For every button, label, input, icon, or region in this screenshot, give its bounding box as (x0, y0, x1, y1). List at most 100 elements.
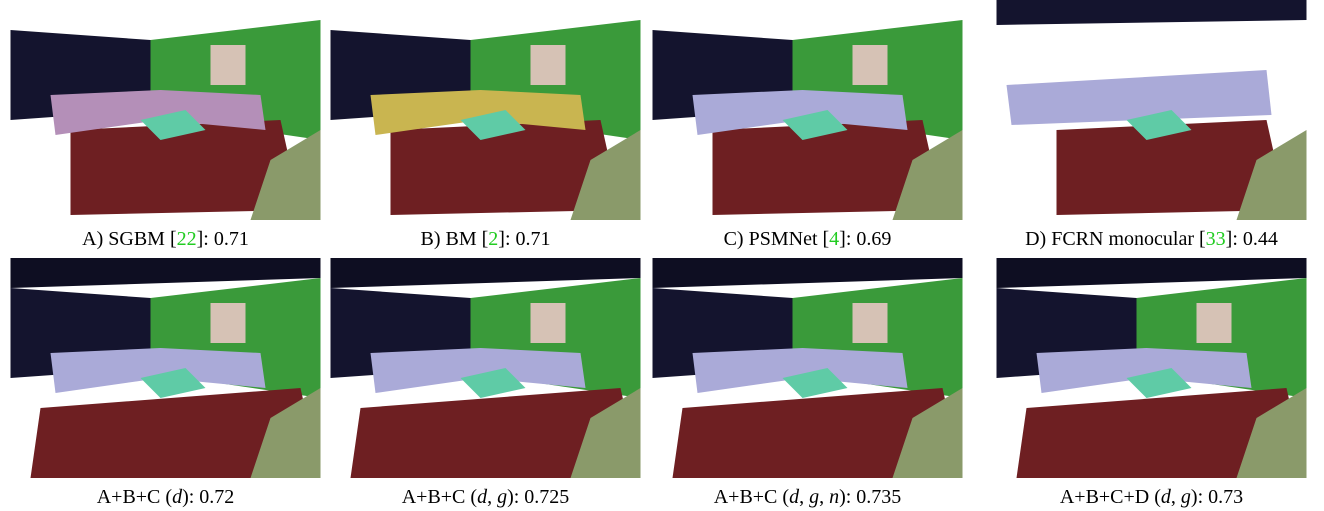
caption-cite: 4 (829, 228, 840, 250)
panel: D) FCRN monocular [33]: 0.44 (994, 0, 1309, 251)
caption-plain: ]: 0.44 (1225, 228, 1278, 250)
sofa (50, 348, 266, 393)
caption: A+B+C+D (d, g): 0.73 (994, 486, 1309, 509)
caption-plain: ): 0.735 (839, 486, 902, 508)
floor (712, 120, 943, 215)
floor (1056, 120, 1287, 215)
caption-plain: ): 0.72 (182, 486, 235, 508)
reconstruction (996, 258, 1307, 478)
caption-plain: , (1170, 486, 1181, 508)
caption-var: d (172, 486, 183, 508)
caption-plain: , (487, 486, 498, 508)
reconstruction (996, 0, 1307, 220)
caption-cite: 22 (176, 228, 197, 250)
reconstruction (330, 258, 641, 478)
panel: A+B+C (d, g): 0.725 (328, 258, 643, 509)
panel: A+B+C+D (d, g): 0.73 (994, 258, 1309, 509)
caption-plain: ): 0.73 (1190, 486, 1244, 508)
picture (852, 303, 888, 343)
caption-var: d (1160, 486, 1171, 508)
caption: D) FCRN monocular [33]: 0.44 (994, 228, 1309, 251)
cushion (1126, 110, 1192, 140)
panel: A) SGBM [22]: 0.71 (8, 0, 323, 251)
ceiling (652, 258, 963, 288)
plant (570, 130, 641, 220)
caption-plain: ]: 0.71 (498, 228, 551, 250)
reconstruction (652, 20, 963, 220)
panel: C) PSMNet [4]: 0.69 (650, 0, 965, 251)
caption: A) SGBM [22]: 0.71 (8, 228, 323, 251)
floor (1016, 388, 1307, 478)
caption-var: n (829, 486, 840, 508)
caption-plain: A+B+C+D ( (1059, 486, 1161, 508)
cushion (782, 368, 848, 398)
caption: A+B+C (d, g): 0.725 (328, 486, 643, 509)
floor (672, 388, 963, 478)
caption-plain: C) PSMNet [ (723, 228, 830, 250)
caption: A+B+C (d, g, n): 0.735 (650, 486, 965, 509)
caption-cite: 33 (1205, 228, 1226, 250)
sofa (1006, 70, 1272, 125)
caption-plain: A+B+C ( (96, 486, 173, 508)
panel: B) BM [2]: 0.71 (328, 0, 643, 251)
picture (852, 45, 888, 85)
sofa (50, 90, 266, 135)
reconstruction (10, 20, 321, 220)
cushion (782, 110, 848, 140)
panel: A+B+C (d, g, n): 0.735 (650, 258, 965, 509)
floor (70, 120, 301, 215)
plant (1236, 130, 1307, 220)
plant (570, 388, 641, 478)
picture (210, 303, 246, 343)
caption-plain: A) SGBM [ (82, 228, 177, 250)
sofa (692, 348, 908, 393)
ceiling (996, 258, 1307, 288)
picture (530, 303, 566, 343)
caption-plain: , (799, 486, 810, 508)
reconstruction (10, 258, 321, 478)
caption-plain: ]: 0.71 (196, 228, 249, 250)
sofa (370, 90, 586, 135)
reconstruction (652, 258, 963, 478)
caption-plain: ): 0.725 (507, 486, 570, 508)
ceiling (330, 258, 641, 288)
plant (1236, 388, 1307, 478)
sofa (692, 90, 908, 135)
caption-plain: A+B+C ( (401, 486, 478, 508)
caption: B) BM [2]: 0.71 (328, 228, 643, 251)
sofa (1036, 348, 1252, 393)
ceiling (996, 0, 1307, 25)
floor (30, 388, 321, 478)
cushion (1126, 368, 1192, 398)
plant (892, 130, 963, 220)
caption-plain: D) FCRN monocular [ (1025, 228, 1206, 250)
floor (390, 120, 621, 215)
cushion (140, 110, 206, 140)
panel: A+B+C (d): 0.72 (8, 258, 323, 509)
caption-var: g (1180, 486, 1191, 508)
caption-var: d (477, 486, 488, 508)
caption-var: g (809, 486, 820, 508)
reconstruction (330, 20, 641, 220)
picture (1196, 303, 1232, 343)
caption-plain: A+B+C ( (713, 486, 790, 508)
picture (530, 45, 566, 85)
plant (250, 130, 321, 220)
caption-plain: ]: 0.69 (839, 228, 892, 250)
floor (350, 388, 641, 478)
cushion (460, 368, 526, 398)
caption-var: d (789, 486, 800, 508)
ceiling (10, 258, 321, 288)
plant (892, 388, 963, 478)
plant (250, 388, 321, 478)
sofa (370, 348, 586, 393)
caption-plain: B) BM [ (420, 228, 489, 250)
caption: C) PSMNet [4]: 0.69 (650, 228, 965, 251)
caption-cite: 2 (488, 228, 499, 250)
picture (210, 45, 246, 85)
caption: A+B+C (d): 0.72 (8, 486, 323, 509)
caption-var: g (497, 486, 508, 508)
cushion (140, 368, 206, 398)
caption-plain: , (819, 486, 830, 508)
